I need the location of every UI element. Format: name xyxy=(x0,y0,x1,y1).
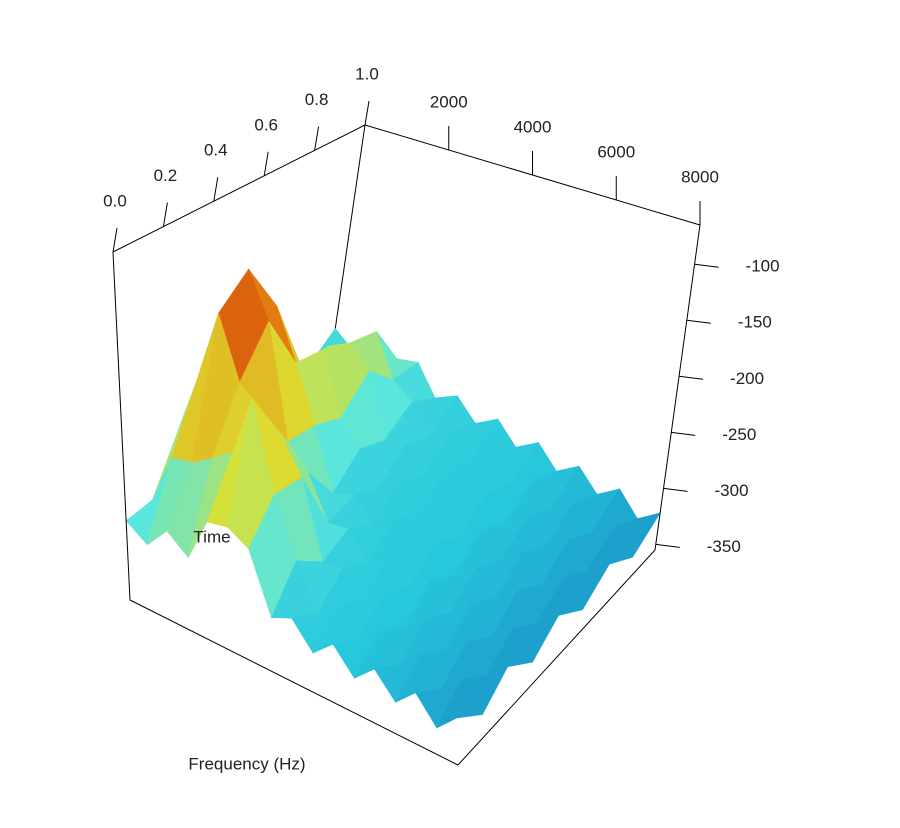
box-edge xyxy=(129,599,459,766)
y-tick-label: 1.0 xyxy=(355,64,379,83)
z-tick-label: -150 xyxy=(738,313,772,332)
y-tick xyxy=(314,126,320,151)
z-tick xyxy=(663,487,688,492)
x-tick-label: 4000 xyxy=(514,117,552,136)
surface xyxy=(125,268,661,729)
x-axis-label: Frequency (Hz) xyxy=(188,754,305,773)
y-tick-label: 0.4 xyxy=(204,141,228,160)
z-tick xyxy=(678,375,704,380)
z-tick-label: -350 xyxy=(707,537,741,556)
box-edge xyxy=(654,224,701,551)
y-tick xyxy=(162,202,168,227)
surface-facet xyxy=(436,679,483,729)
x-tick-label: 8000 xyxy=(681,167,719,186)
y-tick-label: 0.2 xyxy=(154,166,178,185)
z-tick-label: -300 xyxy=(715,481,749,500)
z-tick-label: -200 xyxy=(730,369,764,388)
box-front: 0.0 0.2 0.4 0.6 0.8 1.0 2000 4000 6000 8000 -100 -1… xyxy=(103,64,780,766)
x-tick-label: 6000 xyxy=(597,142,635,161)
z-tick-label: -250 xyxy=(722,425,756,444)
x-tick-label: 2000 xyxy=(430,92,468,111)
y-tick xyxy=(263,151,269,176)
y-tick-label: 0.8 xyxy=(305,90,329,109)
y-tick-label: 0.0 xyxy=(103,191,127,210)
y-tick-label: 0.6 xyxy=(254,115,278,134)
y-axis-label: Time xyxy=(193,527,230,546)
z-tick xyxy=(686,319,711,324)
z-tick xyxy=(694,263,719,268)
box-back xyxy=(112,124,701,386)
z-tick xyxy=(671,431,696,436)
box-edge xyxy=(112,251,131,601)
y-tick xyxy=(213,177,219,202)
y-tick xyxy=(112,227,118,253)
z-tick xyxy=(655,543,680,548)
box-edge xyxy=(112,124,366,253)
box-edge xyxy=(457,549,656,766)
z-tick-label: -100 xyxy=(746,257,780,276)
y-tick xyxy=(364,100,370,126)
